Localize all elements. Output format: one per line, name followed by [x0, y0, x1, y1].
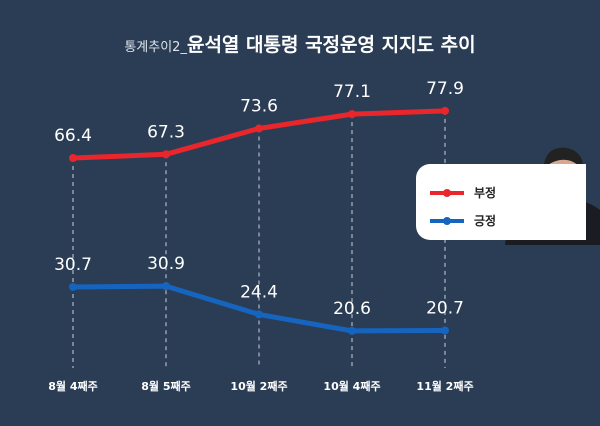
chart-title: 통계추이2_윤석열 대통령 국정운영 지지도 추이	[0, 30, 600, 57]
legend-swatch	[430, 188, 464, 197]
legend-item-negative: 부정	[430, 184, 496, 201]
title-prefix: 통계추이2_	[124, 40, 187, 55]
x-tick-label: 10월 2째주	[230, 379, 287, 393]
data-point	[69, 283, 77, 291]
data-point	[348, 110, 356, 119]
data-point	[255, 310, 263, 319]
data-point	[255, 124, 263, 133]
data-label: 66.4	[54, 126, 92, 146]
data-label: 30.9	[147, 254, 185, 274]
data-label: 30.7	[54, 255, 92, 275]
x-tick-label: 11월 2째주	[416, 379, 473, 393]
data-label: 24.4	[240, 282, 278, 302]
x-tick-label: 8월 5째주	[141, 379, 191, 393]
title-main: 윤석열 대통령 국정운영 지지도 추이	[186, 34, 476, 56]
data-point	[69, 154, 77, 162]
legend-item-positive: 긍정	[430, 212, 496, 229]
data-label: 20.7	[426, 299, 464, 319]
data-label: 77.1	[333, 82, 371, 102]
series-line-0	[72, 108, 446, 161]
data-point	[162, 150, 170, 159]
data-point	[162, 282, 170, 291]
data-point	[441, 326, 449, 335]
x-tick-label: 10월 4째주	[323, 379, 380, 393]
data-label: 73.6	[240, 96, 278, 116]
data-label: 20.6	[333, 299, 371, 319]
legend-label: 긍정	[474, 214, 497, 228]
legend-swatch	[430, 216, 464, 225]
data-label: 77.9	[426, 79, 464, 99]
x-tick-label: 8월 4째주	[48, 379, 98, 393]
legend-label: 부정	[474, 186, 497, 200]
data-point	[348, 326, 356, 335]
data-label: 67.3	[147, 122, 185, 142]
legend: 부정 긍정	[416, 164, 586, 240]
data-point	[441, 106, 449, 115]
